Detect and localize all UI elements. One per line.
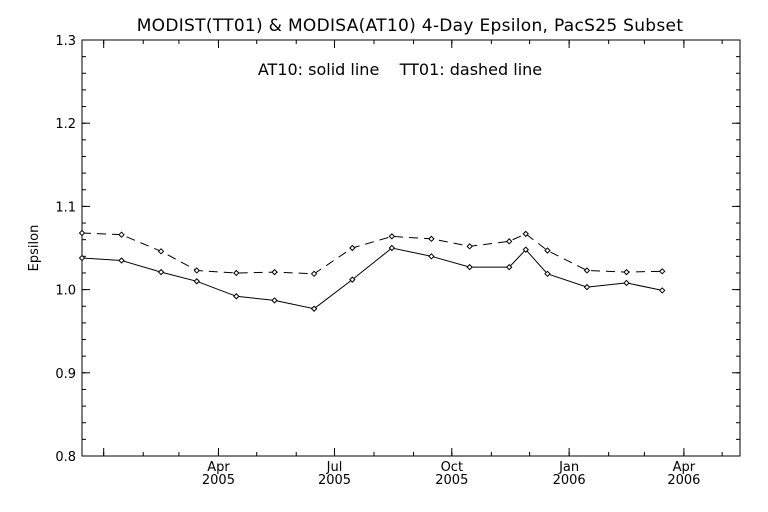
data-point-at10 [193, 278, 200, 285]
data-point-at10 [522, 246, 529, 253]
data-point-at10 [428, 253, 435, 260]
data-point-tt01 [522, 230, 529, 238]
data-point-at10 [388, 244, 396, 252]
y-tick-label: 1.1 [55, 200, 76, 215]
data-point-at10 [505, 263, 513, 271]
x-tick-year-label: 2005 [318, 473, 351, 488]
y-tick-label: 1.2 [55, 117, 76, 132]
data-point-tt01 [233, 269, 240, 277]
data-point-at10 [78, 254, 86, 262]
data-point-at10 [544, 270, 551, 277]
data-point-tt01 [78, 229, 86, 237]
x-tick-year-label: 2005 [435, 473, 468, 488]
chart-title: MODIST(TT01) & MODISA(AT10) 4-Day Epsilo… [137, 16, 684, 36]
data-point-tt01 [544, 247, 551, 254]
data-point-tt01 [193, 267, 200, 274]
x-tick-year-label: 2006 [553, 473, 586, 488]
data-point-at10 [466, 263, 473, 271]
x-tick-month-label: Apr [673, 460, 696, 475]
data-point-tt01 [157, 248, 165, 255]
x-tick-month-label: Oct [441, 460, 463, 475]
plot-frame [81, 39, 741, 457]
data-point-tt01 [583, 267, 591, 274]
series-line-at10 [81, 247, 663, 310]
data-point-tt01 [623, 268, 630, 276]
data-point-tt01 [271, 268, 278, 276]
data-point-tt01 [118, 231, 125, 238]
data-point-at10 [583, 283, 591, 291]
x-tick-month-label: Jan [558, 460, 579, 475]
y-axis-label: Epsilon [27, 225, 42, 272]
y-axis: 0.8 0.9 1.0 1.1 1.2 1.3 [55, 34, 740, 465]
data-point-tt01 [388, 233, 396, 240]
data-point-tt01 [659, 268, 666, 275]
series-layer [78, 229, 666, 312]
data-point-tt01 [466, 243, 473, 250]
y-tick-label: 1.0 [55, 284, 76, 299]
legend-annotation: AT10: solid line TT01: dashed line [258, 60, 542, 79]
data-point-at10 [271, 297, 278, 304]
x-tick-year-label: 2005 [202, 473, 235, 488]
y-tick-label: 0.9 [55, 367, 76, 382]
data-point-at10 [659, 287, 666, 294]
data-point-tt01 [505, 238, 513, 245]
x-tick-year-label: 2006 [667, 473, 700, 488]
x-tick-month-label: Jul [326, 460, 343, 475]
series-line-tt01 [81, 232, 663, 275]
data-point-at10 [349, 276, 356, 283]
data-point-at10 [157, 268, 165, 276]
data-point-tt01 [428, 235, 435, 243]
data-point-at10 [233, 293, 240, 300]
data-point-at10 [310, 305, 318, 312]
data-point-tt01 [349, 244, 356, 252]
data-point-tt01 [310, 270, 318, 277]
data-point-at10 [118, 257, 125, 264]
data-point-at10 [623, 279, 630, 287]
x-tick-month-label: Apr [207, 460, 230, 475]
y-tick-label: 1.3 [55, 34, 76, 49]
y-tick-label: 0.8 [55, 450, 76, 465]
